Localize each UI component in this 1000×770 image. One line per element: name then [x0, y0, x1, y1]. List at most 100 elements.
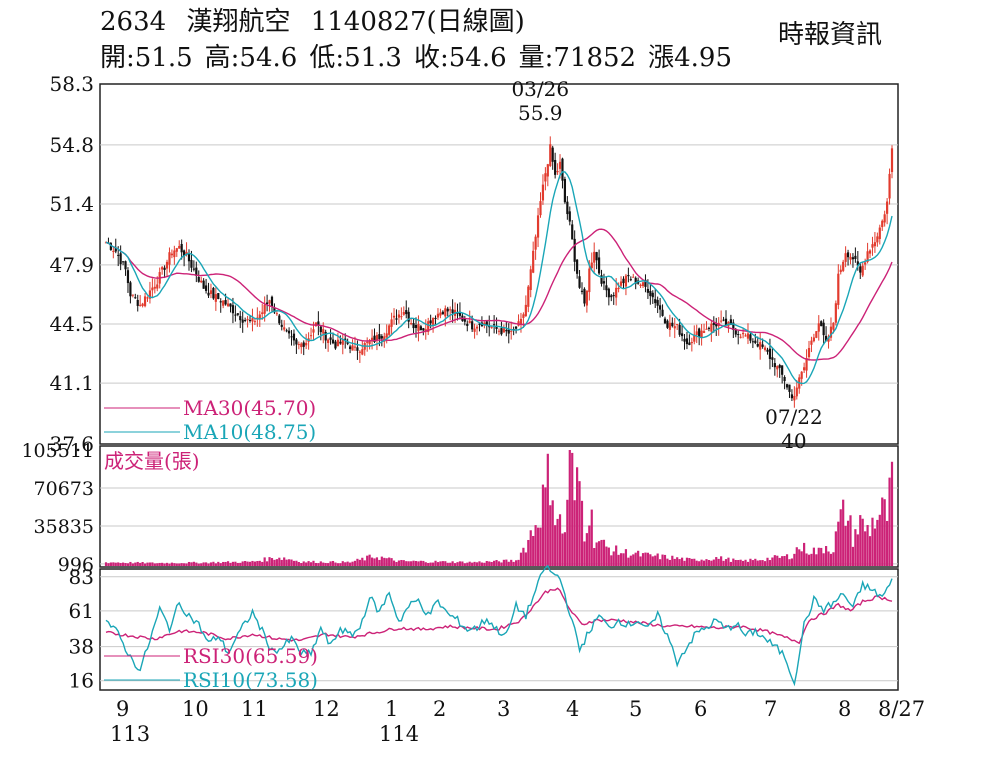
candle-body [156, 284, 159, 289]
candle-body [590, 262, 593, 269]
volume-bar [507, 561, 510, 566]
volume-bar [744, 559, 747, 566]
volume-bar [768, 560, 772, 566]
candle-body [702, 331, 706, 333]
candle-body [366, 341, 369, 343]
volume-bar [605, 546, 608, 566]
volume-bar [244, 561, 247, 566]
volume-bar [412, 560, 415, 566]
candle-body [202, 280, 205, 289]
volume-bar [239, 562, 242, 566]
candle-body [846, 252, 850, 258]
candle-body [654, 299, 657, 304]
candle-body [414, 325, 418, 328]
volume-bar [407, 561, 410, 566]
volume-bar [119, 562, 122, 566]
volume-bar [183, 563, 186, 566]
volume-bar [751, 560, 754, 566]
price-tick-label: 58.3 [49, 72, 94, 96]
volume-bar [414, 561, 418, 566]
month-label: 12 [313, 697, 340, 721]
candle-body [676, 323, 679, 325]
volume-bar [275, 559, 278, 566]
candle-body [280, 324, 283, 327]
volume-bar [832, 552, 835, 566]
candle-body [124, 261, 127, 270]
volume-bar [685, 557, 689, 566]
candle-body [773, 363, 776, 368]
volume-bar [522, 547, 525, 566]
volume-bar [388, 557, 391, 566]
volume-bar [864, 531, 867, 566]
candle-body [231, 305, 235, 314]
volume-tick-label: 105511 [21, 440, 94, 462]
rsi-tick-label: 83 [69, 565, 94, 589]
candle-body [446, 308, 449, 312]
chart-date: 1140827(日線圖) [310, 7, 525, 37]
volume-bar [346, 561, 349, 566]
volume-bar [539, 527, 542, 566]
volume-bar [629, 555, 632, 566]
volume-bar [876, 519, 879, 566]
volume-bar [231, 561, 235, 566]
candle-body [434, 317, 437, 319]
ohlc-item: 收:54.6 [413, 43, 507, 73]
candle-body [668, 322, 671, 330]
volume-bar [846, 520, 850, 566]
volume-bar [217, 561, 220, 566]
volume-bar [666, 558, 669, 566]
candle-body [358, 351, 361, 353]
volume-bar [475, 562, 479, 566]
candle-body [241, 319, 244, 323]
volume-bar [663, 554, 667, 566]
candle-body [554, 160, 557, 175]
candle-body [778, 364, 781, 368]
volume-bar [683, 560, 686, 566]
candle-body [109, 243, 112, 250]
volume-bar [612, 551, 615, 566]
candle-body [661, 309, 664, 316]
volume-bar [229, 562, 232, 566]
volume-bar [378, 559, 381, 566]
candle-body [456, 312, 459, 314]
ohlc-summary: 開:51.5 高:54.6 低:51.3 收:54.6 量:71852 漲4.95 [100, 44, 744, 72]
volume-bar [524, 552, 527, 566]
candle-body [864, 262, 867, 265]
volume-bar [588, 525, 591, 566]
candle-body [690, 342, 693, 344]
volume-bar [297, 562, 300, 566]
month-label: 5 [629, 697, 642, 721]
volume-bar [676, 557, 679, 566]
volume-bar [886, 520, 889, 566]
candle-body [495, 325, 498, 329]
candle-body [629, 279, 632, 281]
volume-bar [263, 557, 266, 566]
candle-body [251, 318, 254, 322]
candle-body [490, 327, 493, 329]
volume-bar [578, 481, 581, 566]
volume-bar [117, 562, 120, 566]
candle-body [429, 320, 432, 324]
volume-bar [637, 550, 640, 566]
volume-bar [390, 558, 393, 566]
volume-bar [114, 562, 117, 566]
candle-body [339, 341, 342, 344]
candle-body [119, 253, 122, 265]
candle-body [500, 328, 503, 335]
volume-bar [356, 558, 359, 566]
candle-body [165, 261, 169, 269]
volume-bar [483, 562, 486, 566]
volume-bar [544, 487, 547, 566]
candle-body [551, 147, 554, 162]
candle-body [253, 321, 257, 323]
volume-bar [798, 549, 801, 566]
candle-body [353, 346, 357, 348]
volume-bar [258, 560, 261, 566]
candle-body [671, 322, 674, 327]
volume-bar [759, 560, 762, 566]
candle-body [854, 255, 857, 259]
candle-body [497, 330, 501, 332]
candle-body [427, 321, 430, 333]
volume-bar [519, 552, 523, 566]
volume-bar [158, 562, 161, 566]
